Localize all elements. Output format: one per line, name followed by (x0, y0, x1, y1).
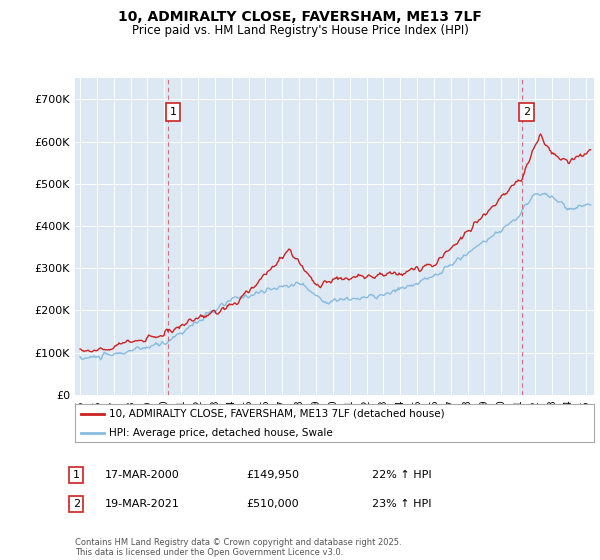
Text: 1: 1 (73, 470, 80, 480)
Text: 17-MAR-2000: 17-MAR-2000 (105, 470, 180, 480)
Text: 23% ↑ HPI: 23% ↑ HPI (372, 499, 431, 509)
Text: 22% ↑ HPI: 22% ↑ HPI (372, 470, 431, 480)
Text: HPI: Average price, detached house, Swale: HPI: Average price, detached house, Swal… (109, 428, 332, 438)
Text: 10, ADMIRALTY CLOSE, FAVERSHAM, ME13 7LF (detached house): 10, ADMIRALTY CLOSE, FAVERSHAM, ME13 7LF… (109, 409, 445, 419)
Text: 2: 2 (73, 499, 80, 509)
Text: £149,950: £149,950 (246, 470, 299, 480)
Text: £510,000: £510,000 (246, 499, 299, 509)
Text: 19-MAR-2021: 19-MAR-2021 (105, 499, 180, 509)
Text: Price paid vs. HM Land Registry's House Price Index (HPI): Price paid vs. HM Land Registry's House … (131, 24, 469, 36)
Text: Contains HM Land Registry data © Crown copyright and database right 2025.
This d: Contains HM Land Registry data © Crown c… (75, 538, 401, 557)
Text: 1: 1 (169, 107, 176, 117)
Text: 2: 2 (523, 107, 530, 117)
Text: 10, ADMIRALTY CLOSE, FAVERSHAM, ME13 7LF: 10, ADMIRALTY CLOSE, FAVERSHAM, ME13 7LF (118, 10, 482, 24)
